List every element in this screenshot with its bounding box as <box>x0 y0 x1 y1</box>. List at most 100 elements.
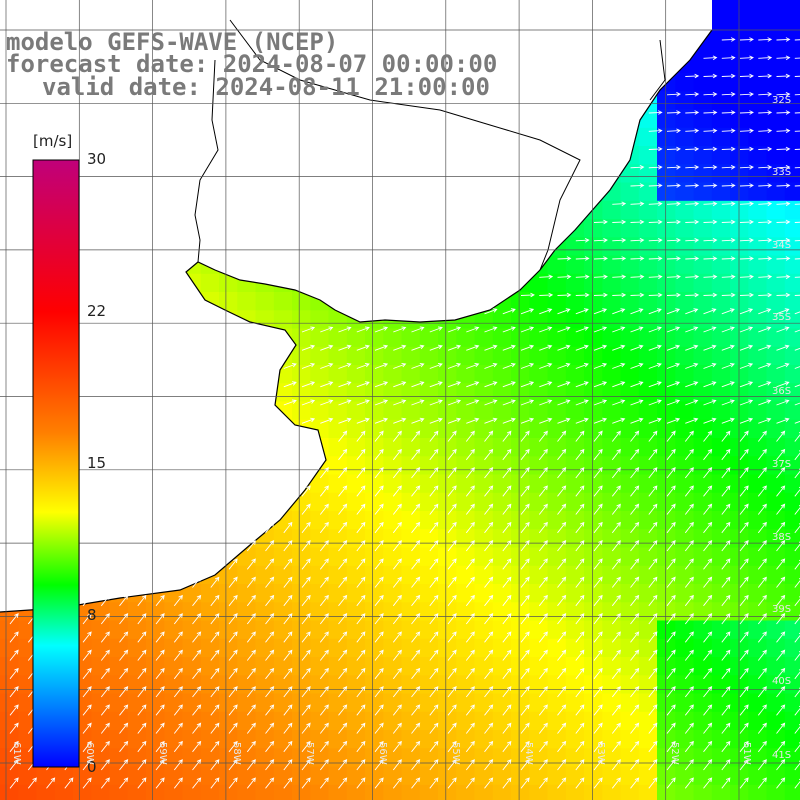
colorbar-tick: 15 <box>87 454 107 472</box>
wind-arrow <box>502 362 516 369</box>
wind-speed-cell <box>638 255 658 275</box>
wind-speed-cell <box>693 365 713 384</box>
wind-arrow <box>374 399 389 406</box>
wind-arrow <box>721 308 735 315</box>
wind-arrow <box>100 631 110 643</box>
wind-speed-cell <box>456 511 476 530</box>
wind-arrow <box>612 292 627 298</box>
wind-speed-cell <box>620 766 640 786</box>
wind-speed-cell <box>657 164 676 184</box>
wind-arrow <box>685 201 700 207</box>
wind-speed-cell <box>730 146 749 165</box>
wind-speed-cell <box>638 310 658 330</box>
wind-speed-cell <box>766 565 786 585</box>
wind-arrow <box>794 276 800 278</box>
wind-arrow <box>210 722 220 734</box>
wind-speed-cell <box>638 693 658 713</box>
wind-speed-cell <box>18 638 38 658</box>
wind-speed-cell <box>474 547 494 567</box>
wind-arrow <box>411 667 421 680</box>
wind-arrow <box>411 540 421 552</box>
wind-speed-cell <box>711 383 731 403</box>
wind-arrow <box>685 128 700 134</box>
wind-arrow <box>776 649 786 661</box>
wind-speed-cell <box>383 401 403 421</box>
wind-arrow <box>593 613 603 625</box>
wind-arrow <box>739 667 749 680</box>
wind-arrow <box>758 292 773 298</box>
wind-arrow <box>721 164 736 170</box>
wind-speed-cell <box>182 693 202 713</box>
wind-arrow <box>703 292 718 298</box>
wind-speed-cell <box>584 401 603 421</box>
wind-speed-cell <box>511 328 530 348</box>
wind-speed-cell <box>511 511 530 530</box>
wind-speed-cell <box>383 547 403 567</box>
wind-speed-cell <box>127 711 147 731</box>
wind-speed-cell <box>638 346 658 366</box>
wind-speed-cell <box>200 730 220 749</box>
wind-arrow <box>758 237 773 243</box>
wind-arrow <box>739 256 754 261</box>
wind-speed-cell <box>711 602 731 622</box>
wind-arrow <box>319 722 329 734</box>
wind-speed-cell <box>18 748 38 768</box>
wind-arrow <box>411 722 421 734</box>
wind-arrow <box>721 558 731 570</box>
wind-arrow <box>684 649 694 661</box>
wind-speed-cell <box>675 127 695 147</box>
wind-speed-cell <box>784 511 800 530</box>
wind-speed-cell <box>675 91 695 111</box>
wind-arrow <box>611 777 621 789</box>
wind-speed-cell <box>419 565 439 585</box>
wind-speed-cell <box>109 620 129 640</box>
wind-speed-cell <box>438 657 457 676</box>
wind-arrow <box>173 594 183 607</box>
wind-speed-cell <box>547 711 567 731</box>
wind-arrow <box>283 722 293 734</box>
wind-speed-cell <box>638 784 658 800</box>
wind-arrow <box>538 521 548 534</box>
wind-arrow <box>721 256 736 261</box>
wind-arrow <box>648 740 658 753</box>
wind-arrow <box>739 164 754 170</box>
wind-speed-cell <box>620 620 640 640</box>
wind-arrow <box>27 777 37 789</box>
wind-speed-cell <box>711 54 731 74</box>
wind-arrow <box>465 777 475 789</box>
wind-arrow <box>356 417 370 424</box>
wind-arrow <box>319 649 329 661</box>
wind-speed-cell <box>620 474 640 494</box>
wind-arrow <box>648 576 658 588</box>
wind-speed-cell <box>602 638 622 658</box>
wind-arrow <box>466 381 480 388</box>
wind-speed-cell <box>419 401 439 421</box>
wind-arrow <box>648 362 662 369</box>
wind-arrow <box>739 448 749 461</box>
wind-speed-cell <box>200 748 220 768</box>
wind-arrow <box>648 777 658 789</box>
wind-arrow <box>447 613 457 625</box>
wind-arrow <box>721 381 735 388</box>
wind-speed-cell <box>620 438 640 457</box>
wind-speed-cell <box>602 602 622 622</box>
wind-speed-cell <box>675 748 695 768</box>
wind-speed-cell <box>127 620 147 640</box>
wind-speed-cell <box>365 401 384 421</box>
wind-speed-cell <box>730 547 749 567</box>
wind-arrow <box>575 399 589 406</box>
wind-arrow <box>758 91 773 97</box>
wind-arrow <box>739 613 749 625</box>
wind-arrow <box>392 649 402 661</box>
wind-speed-cell <box>565 565 585 585</box>
wind-arrow <box>721 237 736 243</box>
wind-speed-cell <box>0 638 19 658</box>
wind-arrow <box>666 256 681 261</box>
wind-speed-cell <box>328 511 348 530</box>
wind-arrow <box>739 237 754 243</box>
wind-speed-cell <box>109 693 129 713</box>
lat-label: 40S <box>772 676 792 687</box>
wind-arrow <box>703 667 713 680</box>
wind-speed-cell <box>748 529 768 549</box>
wind-speed-cell <box>346 657 366 676</box>
